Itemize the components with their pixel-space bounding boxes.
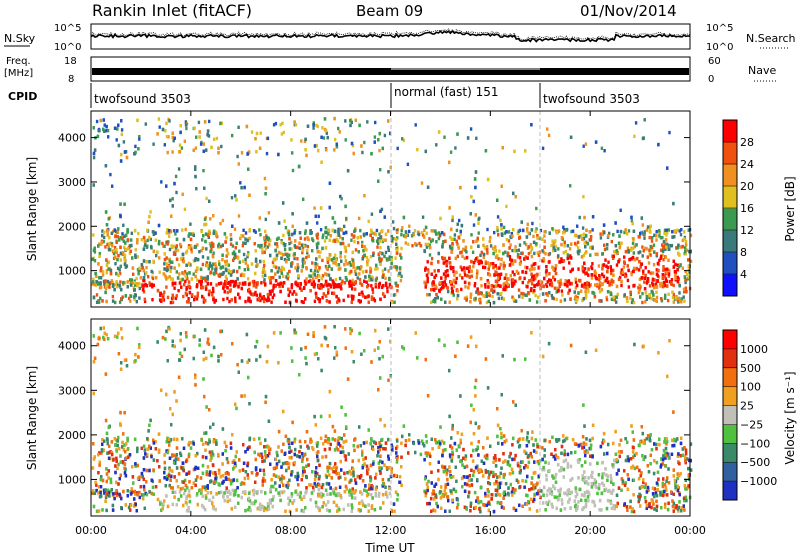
- freq-label: Freq.: [6, 56, 31, 67]
- power-colorbar: 4 8 12 16 20 24 28: [723, 120, 754, 297]
- cpid-segment-3: twofsound 3503: [543, 92, 640, 106]
- colorbar-tick-label: 4: [740, 268, 747, 281]
- noise-tick-right-top: 10^5: [706, 23, 733, 34]
- nave-tick-top: 60: [708, 56, 721, 67]
- velocity-colorbar: 1000 500 100 25 −25 −100 −500 −1000: [723, 330, 777, 501]
- freq-tick-bottom: 8: [68, 74, 74, 85]
- power-ylabel: Slant Range [km]: [25, 157, 39, 261]
- time-tick-label: 20:00: [574, 524, 606, 537]
- colorbar-tick-label: 25: [740, 400, 754, 413]
- range-tick-label: 1000: [58, 265, 86, 278]
- cpid-segment-2: normal (fast) 151: [394, 85, 498, 99]
- colorbar-swatch: [723, 274, 737, 297]
- colorbar-tick-label: −1000: [740, 475, 777, 488]
- freq-band: [92, 68, 689, 75]
- noise-tick-right-bottom: 10^0: [706, 42, 733, 53]
- cpid-label: CPID: [8, 90, 37, 103]
- colorbar-swatch: [723, 349, 737, 368]
- time-axis-label: Time UT: [364, 541, 415, 554]
- cpid-row: CPID twofsound 3503 normal (fast) 151 tw…: [8, 83, 640, 108]
- range-tick-label: 4000: [58, 132, 86, 145]
- range-tick-label: 2000: [58, 220, 86, 233]
- noise-tick-left-top: 10^5: [54, 23, 81, 34]
- noise-panel: N.Sky 10^5 10^0 10^5 10^0 N.Search: [4, 23, 796, 53]
- colorbar-swatch: [723, 330, 737, 349]
- colorbar-tick-label: 28: [740, 136, 754, 149]
- colorbar-tick-label: 100: [740, 381, 761, 394]
- range-tick-label: 4000: [58, 340, 86, 353]
- range-tick-label: 3000: [58, 176, 86, 189]
- velocity-data-cells: [92, 325, 693, 513]
- colorbar-swatch: [723, 142, 737, 165]
- colorbar-swatch: [723, 462, 737, 481]
- velocity-ylabel: Slant Range [km]: [25, 366, 39, 470]
- nave-label: Nave: [748, 64, 776, 77]
- range-tick-label: 1000: [58, 473, 86, 486]
- colorbar-tick-label: 20: [740, 180, 754, 193]
- colorbar-tick-label: 24: [740, 158, 754, 171]
- colorbar-swatch: [723, 387, 737, 406]
- freq-tick-top: 18: [64, 56, 77, 67]
- time-tick-label: 00:00: [674, 524, 706, 537]
- time-tick-label: 12:00: [375, 524, 407, 537]
- colorbar-swatch: [723, 406, 737, 425]
- colorbar-swatch: [723, 164, 737, 187]
- colorbar-tick-label: 500: [740, 362, 761, 375]
- power-colorbar-label: Power [dB]: [783, 176, 797, 241]
- velocity-colorbar-label: Velocity [m s⁻¹]: [783, 371, 797, 464]
- power-data-cells: [92, 117, 693, 304]
- n-search-label: N.Search: [746, 32, 796, 45]
- time-tick-label: 16:00: [474, 524, 506, 537]
- colorbar-swatch: [723, 368, 737, 387]
- noise-tick-left-bottom: 10^0: [54, 42, 81, 53]
- colorbar-tick-label: 16: [740, 202, 754, 215]
- colorbar-tick-label: 12: [740, 224, 754, 237]
- freq-panel: Freq. [MHz] 18 8 60 0 Nave: [4, 56, 778, 85]
- beam-label: Beam 09: [356, 2, 423, 20]
- colorbar-swatch: [723, 208, 737, 231]
- colorbar-tick-label: −500: [740, 456, 770, 469]
- colorbar-swatch: [723, 443, 737, 462]
- colorbar-tick-label: −25: [740, 418, 763, 431]
- power-panel: 1000 2000 3000 4000 Slant Range [km] 4 8 12 16…: [25, 111, 797, 307]
- colorbar-swatch: [723, 424, 737, 443]
- freq-unit-label: [MHz]: [4, 68, 33, 79]
- radar-title: Rankin Inlet (fitACF): [92, 1, 252, 20]
- range-tick-label: 2000: [58, 429, 86, 442]
- time-tick-label: 08:00: [275, 524, 307, 537]
- nave-tick-bottom: 0: [708, 74, 714, 85]
- colorbar-swatch: [723, 186, 737, 209]
- colorbar-swatch: [723, 120, 737, 143]
- colorbar-swatch: [723, 230, 737, 253]
- n-sky-label: N.Sky: [4, 32, 36, 45]
- time-tick-label: 00:00: [75, 524, 107, 537]
- time-tick-label: 04:00: [175, 524, 207, 537]
- date-label: 01/Nov/2014: [580, 2, 677, 20]
- colorbar-tick-label: 8: [740, 246, 747, 259]
- velocity-panel: 1000 2000 3000 4000 Slant Range [km] 1000 50…: [25, 319, 797, 516]
- cpid-segment-1: twofsound 3503: [94, 92, 191, 106]
- colorbar-swatch: [723, 252, 737, 275]
- colorbar-tick-label: −100: [740, 437, 770, 450]
- colorbar-tick-label: 1000: [740, 343, 768, 356]
- range-tick-label: 3000: [58, 384, 86, 397]
- colorbar-swatch: [723, 481, 737, 500]
